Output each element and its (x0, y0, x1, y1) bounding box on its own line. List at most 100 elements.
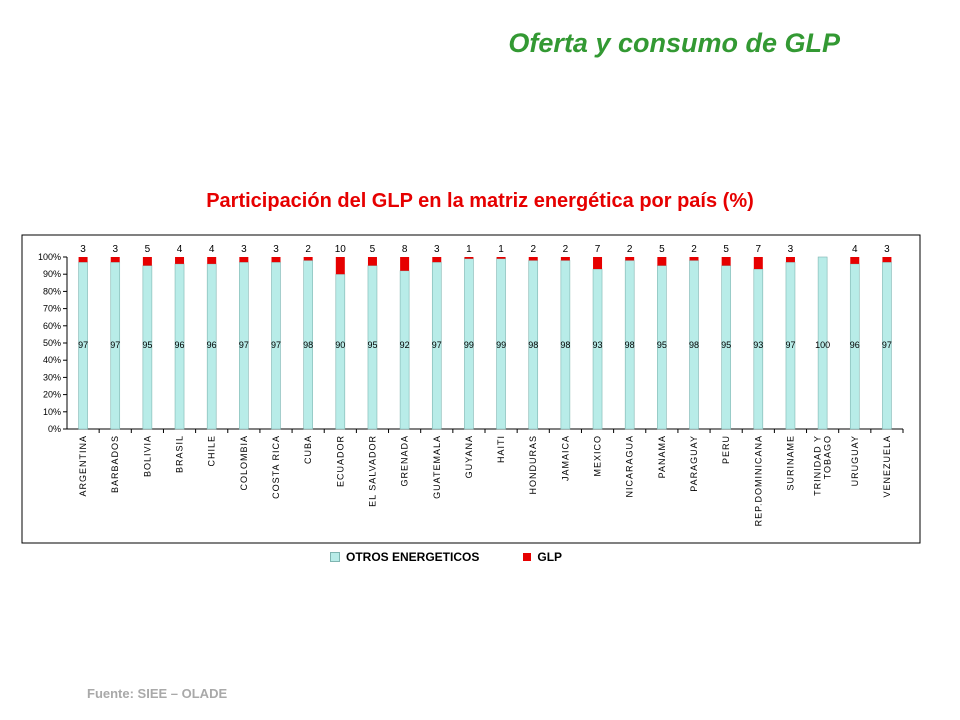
x-tick-label: VENEZUELA (882, 435, 892, 498)
bar-glp (271, 257, 281, 263)
bar-glp (175, 257, 185, 264)
bar-glp (593, 257, 603, 270)
data-label-otros: 96 (175, 340, 185, 350)
chart-frame (21, 234, 921, 544)
y-tick-label: 40% (43, 355, 61, 365)
bar-glp (689, 257, 699, 261)
data-label-otros: 97 (271, 340, 281, 350)
data-label-glp: 3 (80, 244, 86, 255)
data-label-otros: 98 (303, 340, 313, 350)
x-tick-label: GUATEMALA (432, 435, 442, 499)
x-tick-label: TRINIDAD Y (813, 435, 823, 496)
x-tick-label: BRASIL (175, 435, 185, 473)
data-label-glp: 1 (498, 244, 504, 255)
data-label-glp: 2 (563, 244, 569, 255)
x-tick-label: SURINAME (785, 435, 795, 491)
bar-glp (400, 257, 410, 271)
data-label-otros: 99 (464, 340, 474, 350)
data-label-glp: 4 (209, 244, 215, 255)
data-label-glp: 5 (145, 244, 151, 255)
legend-swatch-glp (523, 553, 532, 561)
data-label-otros: 95 (721, 340, 731, 350)
bar-glp (303, 257, 313, 261)
bar-glp (335, 257, 345, 275)
data-label-otros: 97 (110, 340, 120, 350)
y-tick-label: 80% (43, 286, 61, 296)
bar-glp (721, 257, 731, 266)
data-label-otros: 97 (785, 340, 795, 350)
chart-title: Participación del GLP en la matriz energ… (206, 190, 754, 212)
y-tick-label: 30% (43, 372, 61, 382)
data-label-otros: 95 (657, 340, 667, 350)
bar-glp (753, 257, 763, 270)
data-label-otros: 97 (432, 340, 442, 350)
x-tick-label: PANAMA (657, 435, 667, 478)
bar-glp (464, 257, 474, 259)
x-tick-label: ARGENTINA (78, 435, 88, 497)
data-label-otros: 97 (239, 340, 249, 350)
bar-glp (78, 257, 88, 263)
y-tick-label: 10% (43, 407, 61, 417)
data-label-glp: 3 (241, 244, 247, 255)
legend-item-otros: OTROS ENERGETICOS (330, 550, 479, 564)
bar-glp (625, 257, 635, 261)
bar-glp (528, 257, 538, 261)
data-label-otros: 93 (753, 340, 763, 350)
x-tick-label: EL SALVADOR (367, 435, 377, 507)
x-tick-label: GRENADA (400, 435, 410, 487)
data-label-otros: 99 (496, 340, 506, 350)
bar-glp (367, 257, 377, 266)
x-tick-label: URUGUAY (850, 435, 860, 486)
x-tick-label: COSTA RICA (271, 435, 281, 499)
bar-otros (335, 273, 346, 430)
data-label-glp: 4 (852, 244, 858, 255)
x-tick-label: COLOMBIA (239, 435, 249, 491)
y-tick-label: 100% (38, 252, 61, 262)
data-label-otros: 98 (689, 340, 699, 350)
data-label-otros: 97 (78, 340, 88, 350)
data-label-glp: 2 (305, 244, 311, 255)
data-label-glp: 2 (627, 244, 633, 255)
x-tick-label: JAMAICA (560, 435, 570, 481)
y-tick-label: 60% (43, 321, 61, 331)
x-tick-label: BARBADOS (110, 435, 120, 493)
bar-glp (850, 257, 860, 264)
x-tick-label: BOLIVIA (142, 435, 152, 477)
data-label-otros: 92 (400, 340, 410, 350)
chart-legend: OTROS ENERGETICOS GLP (330, 550, 606, 564)
bar-glp (207, 257, 217, 264)
legend-item-glp: GLP (523, 550, 562, 564)
bar-otros (817, 256, 828, 430)
data-label-otros: 98 (625, 340, 635, 350)
x-tick-label: HONDURAS (528, 435, 538, 495)
data-label-otros: 96 (207, 340, 217, 350)
x-tick-label: CUBA (303, 435, 313, 464)
bar-glp (560, 257, 570, 261)
data-label-glp: 7 (595, 244, 601, 255)
bar-glp (785, 257, 795, 263)
bar-glp (657, 257, 667, 266)
data-label-glp: 5 (370, 244, 376, 255)
data-label-glp: 5 (659, 244, 665, 255)
data-label-otros: 96 (850, 340, 860, 350)
data-label-glp: 1 (466, 244, 472, 255)
x-tick-label: REP.DOMINICANA (753, 435, 763, 526)
data-label-otros: 98 (560, 340, 570, 350)
x-tick-label: PARAGUAY (689, 435, 699, 492)
y-tick-label: 0% (48, 424, 61, 434)
x-tick-label: MEXICO (593, 435, 603, 477)
bar-glp (239, 257, 249, 263)
bar-glp (496, 257, 506, 259)
data-label-glp: 10 (335, 244, 347, 255)
legend-label-otros: OTROS ENERGETICOS (346, 550, 480, 564)
data-label-glp: 2 (530, 244, 536, 255)
data-label-glp: 3 (434, 244, 440, 255)
x-tick-label: TOBAGO (823, 435, 833, 479)
data-label-glp: 8 (402, 244, 408, 255)
data-label-glp: 5 (723, 244, 729, 255)
data-label-otros: 98 (528, 340, 538, 350)
bar-glp (142, 257, 152, 266)
y-tick-label: 90% (43, 269, 61, 279)
data-label-glp: 3 (884, 244, 890, 255)
